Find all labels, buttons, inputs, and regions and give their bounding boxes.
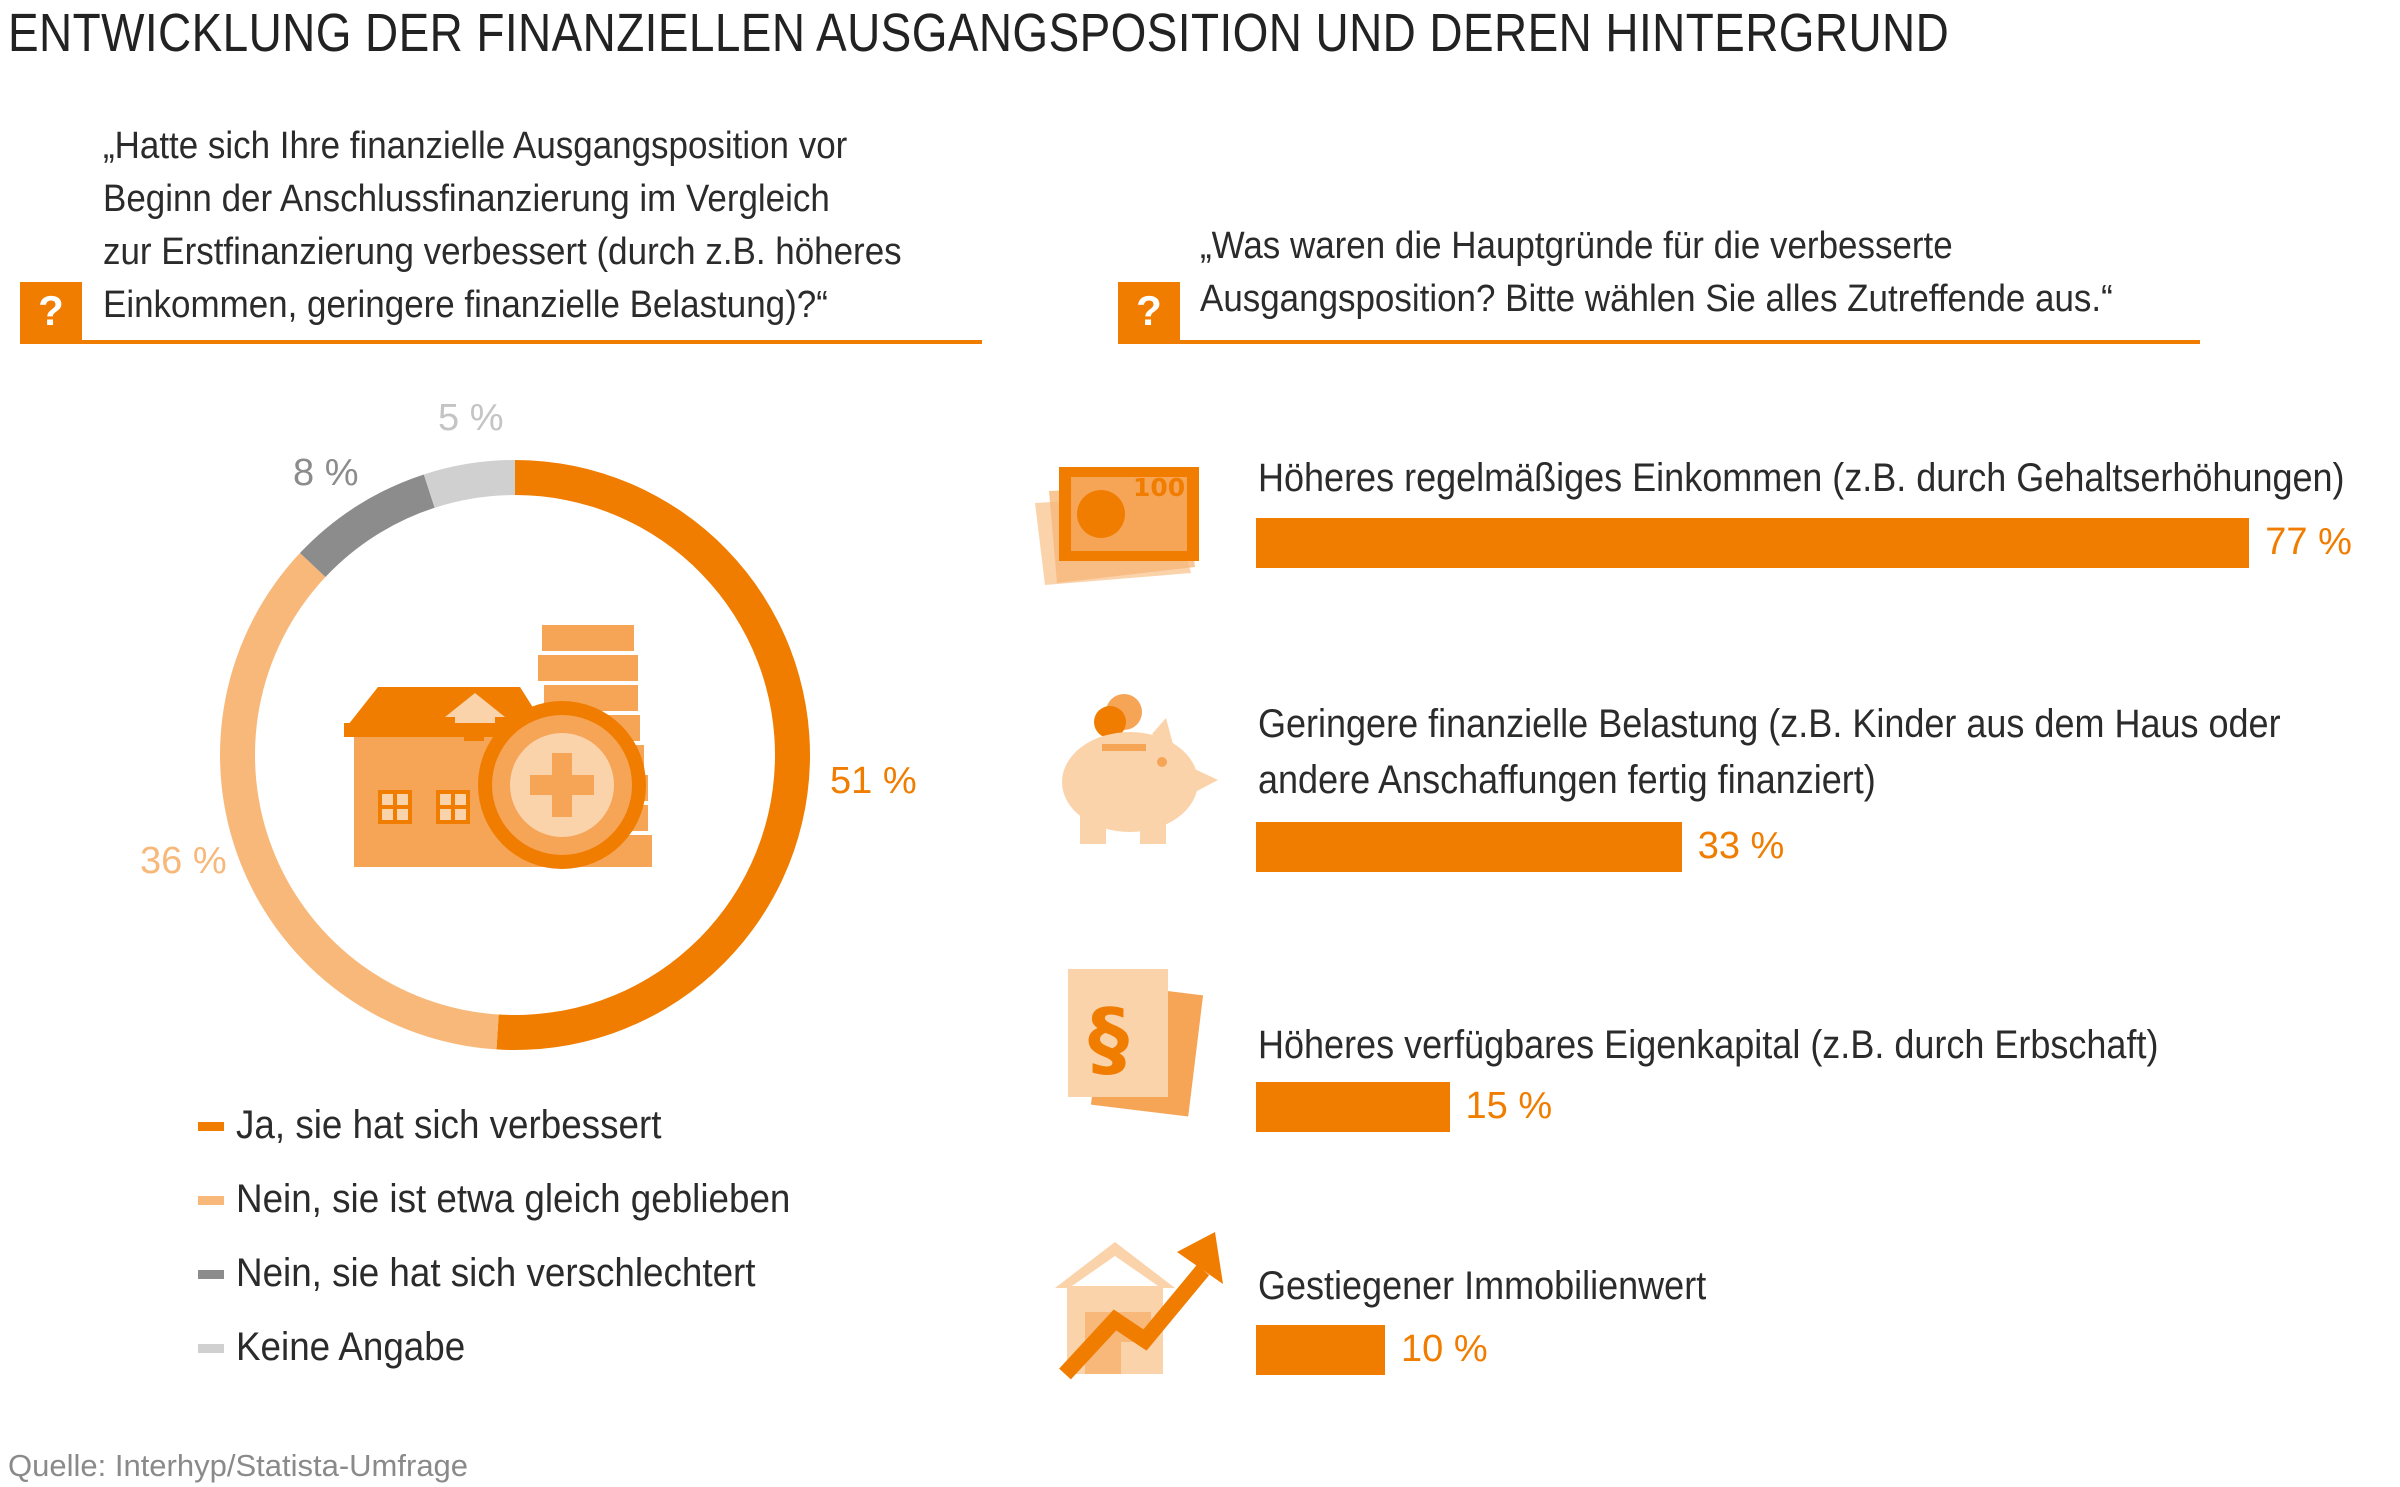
bar-value-label: 10 % bbox=[1401, 1328, 1488, 1370]
question-right-line-1: „Was waren die Hauptgründe für die verbe… bbox=[1200, 225, 1953, 267]
bar-category-label: Höheres verfügbares Eigenkapital (z.B. d… bbox=[1258, 1023, 2159, 1067]
question-left-line-2: Beginn der Anschlussfinanzierung im Verg… bbox=[103, 178, 830, 220]
bar-category-label: Gestiegener Immobilienwert bbox=[1258, 1264, 1707, 1308]
legend-swatch bbox=[198, 1122, 224, 1131]
bar-value-label: 33 % bbox=[1697, 825, 1785, 867]
legend-swatch bbox=[198, 1270, 224, 1279]
donut-segment-0 bbox=[496, 460, 811, 1051]
legend-label: Nein, sie hat sich verschlechtert bbox=[236, 1251, 756, 1295]
bar-category-label-line-2: andere Anschaffungen fertig finanziert) bbox=[1258, 758, 1876, 802]
bar bbox=[1256, 822, 1682, 872]
page-title: ENTWICKLUNG DER FINANZIELLEN AUSGANGSPOS… bbox=[8, 3, 1950, 63]
donut-label-ja: 51 % bbox=[830, 760, 917, 802]
question-marker-right: ? bbox=[1118, 282, 1180, 340]
legend-label: Keine Angabe bbox=[236, 1325, 466, 1369]
bar bbox=[1256, 1082, 1450, 1132]
paragraph-document-icon: § bbox=[1068, 969, 1204, 1117]
legend-label: Nein, sie ist etwa gleich geblieben bbox=[236, 1177, 791, 1221]
donut-label-verschlechtert: 8 % bbox=[293, 452, 359, 494]
donut-label-keine-angabe: 5 % bbox=[438, 397, 504, 439]
donut-segment-2 bbox=[299, 474, 435, 578]
bar bbox=[1256, 518, 2250, 568]
bar-category-label: Höheres regelmäßiges Einkommen (z.B. dur… bbox=[1258, 456, 2345, 500]
question-left-line-3: zur Erstfinanzierung verbessert (durch z… bbox=[103, 231, 902, 273]
donut-segment-3 bbox=[423, 460, 515, 508]
source-note: Quelle: Interhyp/Statista-Umfrage bbox=[8, 1448, 469, 1483]
bar-category-label-line-1: Geringere finanzielle Belastung (z.B. Ki… bbox=[1258, 702, 2281, 746]
legend-swatch bbox=[198, 1344, 224, 1353]
bar-category-label: Geringere finanzielle Belastung (z.B. Ki… bbox=[1258, 696, 2281, 808]
piggy-bank-icon bbox=[1062, 694, 1218, 844]
bar bbox=[1256, 1325, 1385, 1375]
banknote-icon: 100 bbox=[1035, 467, 1199, 585]
question-underline-left bbox=[20, 340, 982, 344]
question-underline-right bbox=[1118, 340, 2200, 344]
question-left: „Hatte sich Ihre finanzielle Ausgangspos… bbox=[103, 120, 902, 332]
question-right-line-2: Ausgangsposition? Bitte wählen Sie alles… bbox=[1200, 278, 2113, 320]
donut-label-gleich: 36 % bbox=[140, 840, 227, 882]
question-marker-left: ? bbox=[20, 282, 82, 340]
question-right: „Was waren die Hauptgründe für die verbe… bbox=[1200, 220, 2113, 326]
house-coins-icon bbox=[344, 625, 652, 869]
banknote-label: 100 bbox=[1133, 473, 1185, 502]
paragraph-symbol: § bbox=[1088, 992, 1129, 1087]
legend-swatch bbox=[198, 1196, 224, 1205]
question-left-line-1: „Hatte sich Ihre finanzielle Ausgangspos… bbox=[103, 125, 848, 167]
legend-label: Ja, sie hat sich verbessert bbox=[236, 1103, 662, 1147]
house-rising-value-icon bbox=[1055, 1232, 1223, 1380]
question-left-line-4: Einkommen, geringere finanzielle Belastu… bbox=[103, 284, 828, 326]
bar-value-label: 77 % bbox=[2265, 521, 2352, 563]
donut-segment-1 bbox=[220, 553, 499, 1050]
bar-value-label: 15 % bbox=[1465, 1085, 1553, 1127]
